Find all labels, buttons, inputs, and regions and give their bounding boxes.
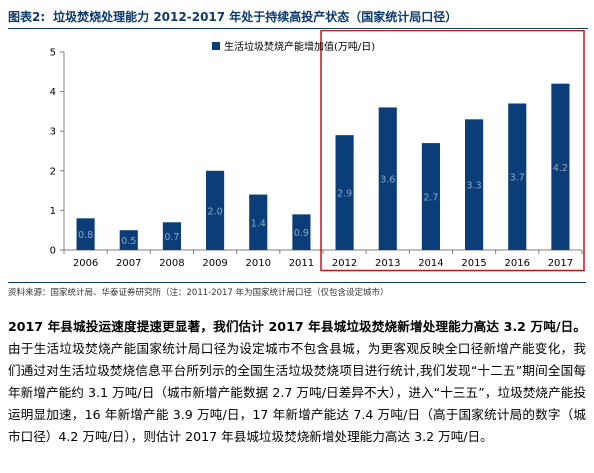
- y-tick-label: 5: [50, 48, 56, 59]
- bar: [76, 218, 95, 250]
- x-tick-label: 2015: [461, 258, 486, 269]
- y-tick-label: 0: [50, 246, 56, 257]
- data-label: 3.7: [510, 173, 525, 184]
- bar: [551, 83, 570, 251]
- bar: [508, 103, 527, 250]
- x-tick-label: 2014: [418, 258, 443, 269]
- figure-caption: 垃圾焚烧处理能力 2012-2017 年处于持续高投产状态（国家统计局口径）: [53, 10, 458, 24]
- body-text: 由于生活垃圾焚烧产能国家统计局口径为设定城市不包含县城，为更客观反映全口径新增产…: [8, 341, 586, 444]
- data-label: 2.7: [423, 193, 438, 204]
- y-tick-label: 2: [50, 166, 56, 177]
- x-tick-label: 2009: [202, 258, 227, 269]
- bar: [119, 230, 138, 250]
- x-tick-label: 2007: [116, 258, 141, 269]
- body-lead: 2017 年县城投运速度提速更显著，我们估计 2017 年县城垃圾焚烧新增处理能…: [8, 319, 586, 334]
- data-label: 3.6: [380, 175, 395, 186]
- x-tick-label: 2010: [246, 258, 271, 269]
- data-label: 1.4: [251, 218, 266, 229]
- x-tick-label: 2016: [505, 258, 530, 269]
- legend-label: 生活垃圾焚烧产能增加值(万吨/日): [224, 40, 375, 53]
- data-label: 0.8: [78, 230, 93, 241]
- data-labels: 0.8 0.5 0.7 2.0 1.4 0.9 2.9 3.6 2.7 3.3 3.7 4.2: [78, 163, 568, 247]
- bars: [76, 83, 570, 251]
- data-label: 2.0: [208, 206, 223, 217]
- body-paragraph: 2017 年县城投运速度提速更显著，我们估计 2017 年县城垃圾焚烧新增处理能…: [8, 316, 586, 448]
- figure-label: 图表2:: [8, 10, 46, 24]
- data-label: 0.7: [164, 232, 179, 243]
- x-tick-label: 2012: [332, 258, 357, 269]
- x-axis: 2006 2007 2008 2009 2010 2011 2012 2013 2014 2015…: [63, 249, 583, 269]
- figure-title: 图表2: 垃圾焚烧处理能力 2012-2017 年处于持续高投产状态（国家统计局口…: [8, 6, 588, 29]
- highlight-box: [320, 30, 585, 272]
- x-tick-label: 2008: [159, 258, 184, 269]
- bar: [162, 222, 181, 250]
- data-label: 4.2: [553, 163, 568, 174]
- bar: [292, 214, 311, 250]
- data-label: 3.3: [467, 181, 482, 192]
- x-tick-label: 2017: [548, 258, 573, 269]
- bar: [378, 107, 397, 250]
- bar: [206, 170, 225, 250]
- bar: [421, 143, 440, 250]
- bar: [335, 135, 354, 250]
- x-tick-label: 2011: [289, 258, 314, 269]
- x-tick-label: 2006: [73, 258, 98, 269]
- y-tick-label: 3: [50, 127, 56, 138]
- source-note: 资料来源：国家统计局、华泰证券研究所（注：2011-2017 年为国家统计局口径…: [8, 282, 586, 298]
- y-tick-label: 1: [50, 206, 56, 217]
- data-label: 0.5: [121, 236, 136, 247]
- legend-swatch: [212, 42, 220, 50]
- y-axis: 0 1 2 3 4 5: [50, 48, 65, 257]
- data-label: 0.9: [294, 228, 309, 239]
- data-label: 2.9: [337, 189, 352, 200]
- y-tick-label: 4: [50, 87, 56, 98]
- legend: 生活垃圾焚烧产能增加值(万吨/日): [212, 40, 375, 53]
- x-tick-label: 2013: [375, 258, 400, 269]
- bar: [465, 119, 484, 250]
- bar: [249, 194, 268, 250]
